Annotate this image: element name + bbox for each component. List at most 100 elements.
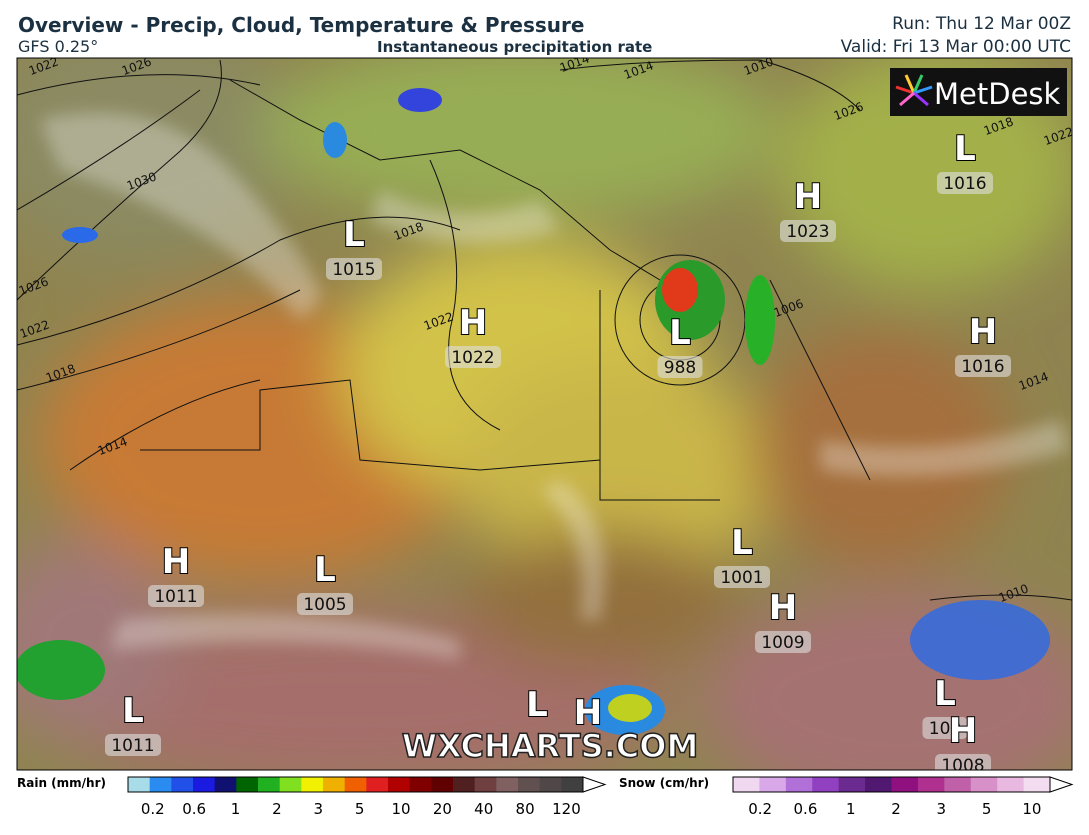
valid-time: Valid: Fri 13 Mar 00:00 UTC xyxy=(840,37,1071,57)
legend-swatch xyxy=(323,777,346,792)
pressure-letter: L xyxy=(343,215,365,255)
legend-swatch xyxy=(149,777,172,792)
pressure-value-box xyxy=(755,631,811,653)
legend-tick: 2 xyxy=(272,800,282,818)
legend-tick: 120 xyxy=(552,800,581,818)
watermark: WXCHARTS.COM xyxy=(402,727,699,765)
legend-label: Snow (cm/hr) xyxy=(619,776,709,790)
pressure-letter: H xyxy=(769,588,797,628)
pressure-value: 988 xyxy=(664,358,696,378)
pressure-letter: L xyxy=(122,691,144,731)
legend-swatch xyxy=(785,777,813,792)
pressure-value-box xyxy=(935,754,991,770)
logo-text: MetDesk xyxy=(934,77,1061,111)
title: Overview - Precip, Cloud, Temperature & … xyxy=(18,13,585,37)
pressure-value-box xyxy=(714,566,770,588)
legend-frame xyxy=(732,776,1051,793)
legend-tick: 0.6 xyxy=(182,800,206,818)
pressure-value: 1016 xyxy=(943,174,986,194)
legend-tick: 20 xyxy=(433,800,452,818)
pressure-value-box xyxy=(780,220,836,242)
legend-swatch xyxy=(759,777,787,792)
pressure-value-box xyxy=(922,717,968,739)
pressure-letter: H xyxy=(794,177,822,217)
pressure-letter: H xyxy=(162,542,190,582)
pressure-value-box xyxy=(105,734,161,756)
legend-swatch xyxy=(733,777,760,792)
pressure-letter: L xyxy=(934,674,956,714)
precipitation xyxy=(17,88,1050,735)
legend-tick: 10 xyxy=(391,800,410,818)
legend-arrow xyxy=(582,776,607,793)
legend-tick: 5 xyxy=(982,800,992,818)
legend-tick: 1 xyxy=(231,800,241,818)
pressure-value: 1008 xyxy=(941,756,984,776)
legend-swatch xyxy=(917,777,945,792)
pressure-value-box xyxy=(657,356,703,378)
legend-tick: 40 xyxy=(474,800,493,818)
legend-arrow xyxy=(1049,776,1074,793)
pressure-value-box xyxy=(955,355,1011,377)
legend-tick: 0.2 xyxy=(141,800,165,818)
pressure-letter: L xyxy=(954,129,976,169)
legend-tick: 1 xyxy=(846,800,856,818)
legend-swatch xyxy=(171,777,194,792)
pressure-value-box xyxy=(297,593,353,615)
legend-swatch xyxy=(366,777,389,792)
legend-swatch xyxy=(301,777,324,792)
legend-swatch xyxy=(539,777,562,792)
pressure-letter: H xyxy=(969,312,997,352)
legend-swatch xyxy=(561,777,584,792)
legend-swatch xyxy=(997,777,1025,792)
legend-tick: 0.6 xyxy=(794,800,818,818)
legend-tick: 5 xyxy=(355,800,365,818)
legend-swatch xyxy=(431,777,454,792)
legend-swatch xyxy=(838,777,866,792)
pressure-value: 1022 xyxy=(451,348,494,368)
legend-swatch xyxy=(236,777,259,792)
legend-tick: 2 xyxy=(891,800,901,818)
pressure-value: 1001 xyxy=(720,568,763,588)
pressure-letter: H xyxy=(574,693,602,733)
subtitle: Instantaneous precipitation rate xyxy=(377,38,653,56)
pressure-value: 1011 xyxy=(111,736,154,756)
pressure-value: 1016 xyxy=(961,357,1004,377)
pressure-letter: H xyxy=(459,303,487,343)
legend-swatch xyxy=(474,777,497,792)
legend-frame xyxy=(127,776,584,793)
pressure-value-box xyxy=(937,172,993,194)
legend-swatch xyxy=(193,777,216,792)
pressure-value: 1011 xyxy=(154,587,197,607)
pressure-value: 1015 xyxy=(332,260,375,280)
logo-icon xyxy=(895,74,933,107)
pressure-letter: L xyxy=(314,550,336,590)
legend-tick: 0.2 xyxy=(748,800,772,818)
pressure-letter: L xyxy=(731,523,753,563)
legend-swatch xyxy=(453,777,476,792)
model: GFS 0.25° xyxy=(18,37,99,56)
legend-swatch xyxy=(214,777,237,792)
legend-swatch xyxy=(891,777,919,792)
legend-swatch xyxy=(409,777,432,792)
legend-tick: 3 xyxy=(313,800,323,818)
legend-tick: 10 xyxy=(1022,800,1041,818)
pressure-value: 1009 xyxy=(761,633,804,653)
legend-tick: 80 xyxy=(516,800,535,818)
legend-swatch xyxy=(344,777,367,792)
legend-swatch xyxy=(388,777,411,792)
legend-swatch xyxy=(970,777,998,792)
pressure-value: 1005 xyxy=(303,595,346,615)
legend-swatch xyxy=(258,777,281,792)
legend-swatch xyxy=(279,777,302,792)
legend-swatch xyxy=(812,777,840,792)
map-field: 1022 102610301026102210181014101810221014… xyxy=(17,58,1072,776)
pressure-value: 1023 xyxy=(786,222,829,242)
pressure-value-box xyxy=(445,346,501,368)
legend-swatch xyxy=(944,777,972,792)
legend-label: Rain (mm/hr) xyxy=(17,776,106,790)
legend-swatch xyxy=(1023,777,1051,792)
pressure-letter: L xyxy=(526,685,548,725)
legend-swatch xyxy=(128,777,151,792)
